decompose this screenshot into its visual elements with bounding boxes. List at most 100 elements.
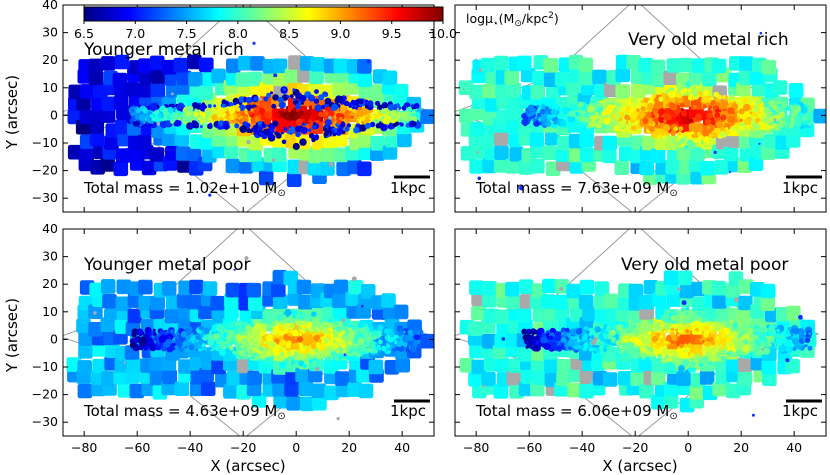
voronoi-bin bbox=[578, 294, 594, 310]
voronoi-bin bbox=[389, 331, 395, 338]
voronoi-bin bbox=[594, 101, 601, 108]
voronoi-bin bbox=[223, 112, 227, 116]
voronoi-bin bbox=[714, 112, 721, 118]
voronoi-bin bbox=[167, 106, 174, 113]
voronoi-bin bbox=[386, 344, 391, 348]
voronoi-bin bbox=[701, 95, 709, 104]
voronoi-bin bbox=[295, 367, 310, 383]
voronoi-bin bbox=[246, 128, 252, 134]
voronoi-bin bbox=[683, 116, 688, 121]
voronoi-bin bbox=[147, 331, 152, 336]
voronoi-bin bbox=[286, 395, 301, 411]
voronoi-bin bbox=[353, 127, 360, 134]
total-mass-label: Total mass = 7.63e+09 M⊙ bbox=[475, 179, 678, 199]
voronoi-bin bbox=[248, 296, 263, 311]
voronoi-bin bbox=[291, 309, 298, 316]
voronoi-bin bbox=[334, 97, 341, 104]
x-tick-label: 20 bbox=[733, 440, 749, 455]
voronoi-bin bbox=[700, 160, 715, 176]
voronoi-bin bbox=[642, 338, 650, 346]
voronoi-bin bbox=[240, 345, 244, 349]
voronoi-bin bbox=[640, 106, 646, 112]
voronoi-bin bbox=[250, 322, 255, 328]
voronoi-bin bbox=[675, 115, 682, 122]
voronoi-bin bbox=[780, 102, 787, 109]
outlier-bin bbox=[273, 73, 278, 78]
voronoi-bin bbox=[333, 58, 349, 74]
voronoi-bin bbox=[332, 306, 348, 321]
voronoi-bin bbox=[541, 294, 556, 309]
voronoi-bin bbox=[372, 330, 379, 337]
voronoi-bin bbox=[164, 308, 180, 324]
voronoi-bin bbox=[727, 116, 736, 124]
voronoi-bin bbox=[654, 323, 662, 331]
voronoi-bin bbox=[785, 345, 793, 354]
voronoi-bin bbox=[285, 114, 290, 118]
voronoi-bin bbox=[114, 95, 129, 110]
voronoi-bin bbox=[415, 112, 421, 118]
voronoi-bin bbox=[703, 332, 709, 338]
voronoi-bin bbox=[327, 333, 331, 337]
voronoi-bin bbox=[239, 125, 248, 133]
voronoi-bin bbox=[184, 345, 188, 349]
voronoi-bin bbox=[144, 115, 149, 120]
voronoi-bin bbox=[308, 119, 313, 124]
voronoi-bin bbox=[382, 117, 390, 125]
voronoi-bin bbox=[586, 330, 590, 334]
voronoi-bin bbox=[600, 116, 603, 120]
voronoi-bin bbox=[561, 342, 565, 346]
voronoi-bin bbox=[671, 112, 676, 116]
voronoi-bin bbox=[328, 110, 335, 117]
voronoi-bin bbox=[691, 84, 697, 90]
voronoi-bin bbox=[594, 347, 601, 354]
voronoi-bin bbox=[284, 308, 292, 317]
voronoi-bin bbox=[480, 57, 496, 73]
voronoi-bin bbox=[372, 348, 378, 354]
voronoi-bin bbox=[540, 104, 546, 110]
voronoi-bin bbox=[711, 280, 727, 296]
voronoi-bin bbox=[226, 370, 242, 386]
voronoi-bin bbox=[286, 130, 291, 135]
voronoi-bin bbox=[298, 353, 305, 360]
panel-frame bbox=[454, 228, 827, 437]
voronoi-bin bbox=[669, 102, 676, 109]
voronoi-bin bbox=[662, 135, 667, 139]
voronoi-bin bbox=[375, 123, 381, 129]
outlier-bin bbox=[252, 41, 256, 45]
voronoi-bin bbox=[405, 123, 410, 128]
voronoi-bin bbox=[146, 337, 154, 345]
voronoi-bin bbox=[203, 327, 210, 334]
voronoi-bin bbox=[716, 94, 723, 100]
voronoi-bin bbox=[521, 113, 527, 119]
voronoi-bin bbox=[369, 121, 376, 128]
voronoi-bin bbox=[138, 113, 146, 121]
outlier-bin bbox=[233, 268, 236, 271]
voronoi-bin bbox=[739, 56, 754, 71]
voronoi-bin bbox=[283, 127, 288, 132]
voronoi-bin bbox=[263, 117, 271, 125]
y-tick-label: −20 bbox=[32, 163, 58, 178]
voronoi-bin bbox=[201, 118, 207, 124]
voronoi-bin bbox=[541, 332, 546, 337]
voronoi-bin bbox=[754, 338, 762, 346]
voronoi-bin bbox=[89, 131, 105, 147]
voronoi-bin bbox=[232, 350, 236, 355]
voronoi-bin bbox=[149, 103, 157, 111]
outlier-bin bbox=[366, 59, 371, 64]
voronoi-bin bbox=[735, 349, 743, 357]
voronoi-bin bbox=[754, 117, 761, 124]
voronoi-bin bbox=[628, 283, 644, 299]
voronoi-bin bbox=[224, 144, 239, 159]
outlier-bin bbox=[482, 384, 486, 388]
voronoi-bin bbox=[355, 343, 359, 347]
voronoi-bin bbox=[308, 94, 315, 102]
voronoi-bin bbox=[730, 130, 738, 137]
voronoi-bin bbox=[336, 118, 343, 125]
voronoi-bin bbox=[685, 306, 690, 311]
voronoi-bin bbox=[737, 357, 753, 372]
scale-bar-label: 1kpc bbox=[782, 179, 818, 197]
voronoi-bin bbox=[636, 322, 641, 328]
voronoi-bin bbox=[521, 119, 528, 126]
colorbar-tick-label: 9.5 bbox=[382, 26, 402, 41]
voronoi-bin bbox=[236, 113, 242, 118]
